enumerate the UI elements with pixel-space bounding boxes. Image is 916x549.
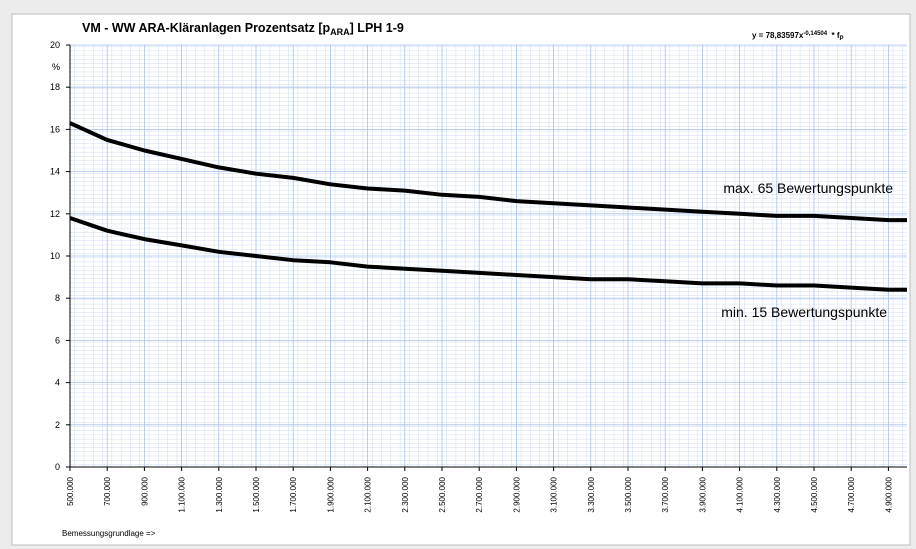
formula-text: * f [827,31,840,40]
x-tick-label: 4.300.000 [773,476,782,512]
x-tick-label: 3.500.000 [624,476,633,512]
x-tick-label: 2.900.000 [512,476,521,512]
x-axis-label: Bemessungsgrundlage => [62,529,156,538]
y-tick-label: 12 [50,209,60,219]
series-label: max. 65 Bewertungspunkte [723,180,893,196]
x-tick-label: 3.100.000 [550,476,559,512]
x-tick-label: 700.000 [103,476,112,505]
x-tick-label: 4.700.000 [847,476,856,512]
y-tick-label: 10 [50,251,60,261]
x-tick-label: 1.300.000 [215,476,224,512]
formula-text: y = 78,83597x [752,31,804,40]
x-tick-label: 3.900.000 [698,476,707,512]
x-tick-label: 4.100.000 [736,476,745,512]
title-subscript: ARA [330,27,350,37]
y-tick-label: 14 [50,167,60,177]
title-text: VM - WW ARA-Kläranlagen Prozentsatz [p [82,21,331,35]
x-tick-label: 1.100.000 [178,476,187,512]
x-tick-label: 1.500.000 [252,476,261,512]
series-label: min. 15 Bewertungspunkte [721,304,887,320]
y-tick-label: 0 [55,462,60,472]
x-tick-label: 1.700.000 [289,476,298,512]
title-text: ] LPH 1-9 [350,21,404,35]
series-line [69,216,907,292]
x-tick-label: 2.100.000 [364,476,373,512]
formula-exponent: -0,14504 [803,31,827,37]
series-line [69,121,907,223]
x-tick-label: 2.700.000 [475,476,484,512]
y-tick-label: 2 [55,420,60,430]
y-tick-label: 6 [55,335,60,345]
y-tick-label: 18 [50,82,60,92]
x-tick-label: 2.300.000 [401,476,410,512]
y-tick-label: 20 [50,40,60,50]
x-tick-label: 3.700.000 [661,476,670,512]
y-tick-label: 4 [55,378,60,388]
y-tick-label: 8 [55,293,60,303]
y-unit: % [52,62,60,72]
x-tick-label: 1.900.000 [326,476,335,512]
x-tick-label: 3.300.000 [587,476,596,512]
x-tick-label: 500.000 [66,476,75,505]
formula: y = 78,83597x-0,14504 * fP [752,31,844,42]
x-tick-label: 2.500.000 [438,476,447,512]
chart-title: VM - WW ARA-Kläranlagen Prozentsatz [pAR… [82,21,404,37]
y-tick-label: 16 [50,124,60,134]
x-tick-label: 4.500.000 [810,476,819,512]
formula-subscript: P [840,36,844,42]
x-tick-label: 900.000 [140,476,149,505]
x-tick-label: 4.900.000 [884,476,893,512]
